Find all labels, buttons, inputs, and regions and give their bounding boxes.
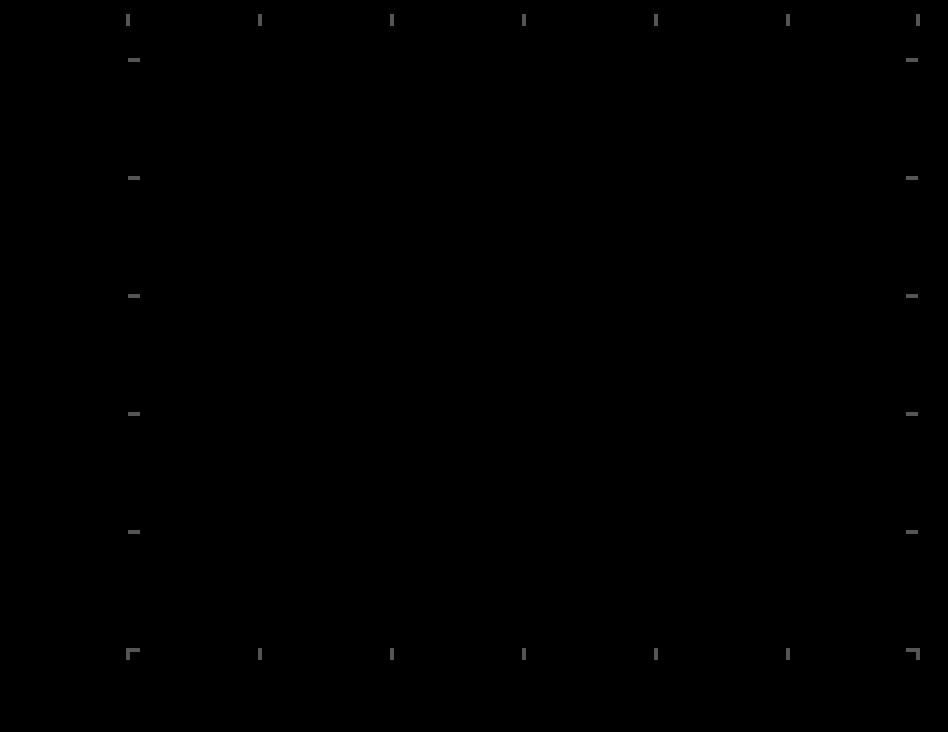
chart-svg: [0, 0, 948, 732]
plot-background: [128, 14, 918, 660]
chart-container: [0, 0, 948, 732]
